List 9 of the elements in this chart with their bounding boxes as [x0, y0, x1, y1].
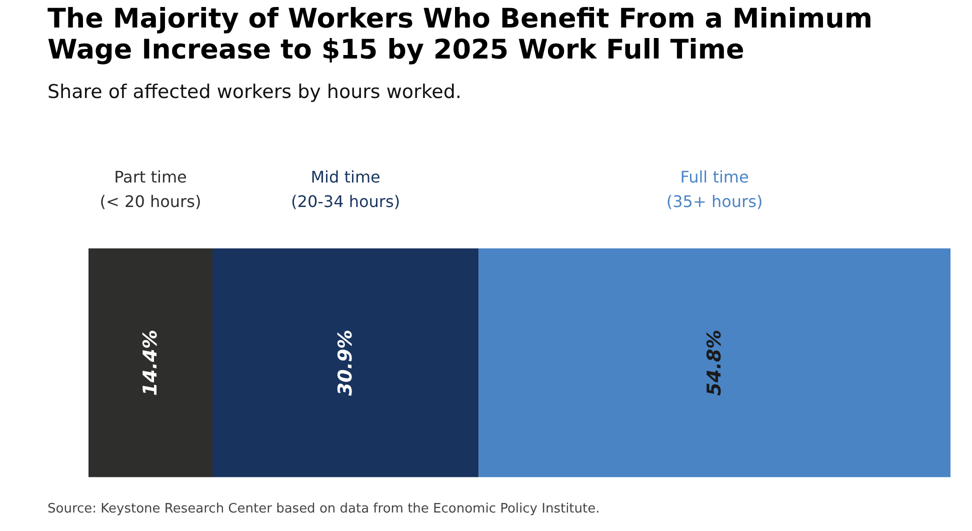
text: Part time (< 20 hours) [100, 167, 202, 212]
text: Full time (35+ hours) [666, 167, 763, 212]
data-label: 30.9% [334, 330, 357, 396]
source-note: Source: Keystone Research Center based on data from the Economic Policy Institute. [48, 502, 600, 516]
chart-subtitle: Share of affected workers by hours worked. [48, 81, 462, 103]
text: Mid time (20-34 hours) [291, 167, 400, 212]
data-label: 54.8% [704, 330, 726, 396]
data-label: 14.4% [140, 330, 162, 396]
chart-title: The Majority of Workers Who Benefit From a Minimum Wage Increase to $15 by 2025 Work Full Time [48, 4, 872, 66]
